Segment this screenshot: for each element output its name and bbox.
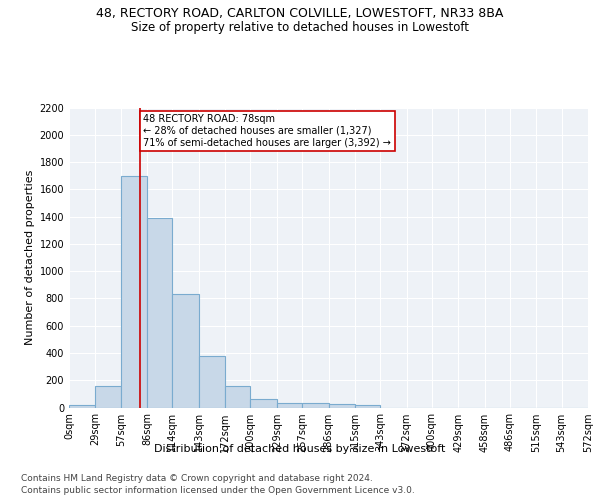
Bar	[147, 218, 172, 408]
Bar	[69, 406, 95, 407]
Bar	[172, 294, 199, 408]
Text: Size of property relative to detached houses in Lowestoft: Size of property relative to detached ho…	[131, 21, 469, 34]
Bar	[302, 404, 329, 407]
Bar	[121, 176, 147, 408]
Y-axis label: Number of detached properties: Number of detached properties	[25, 170, 35, 345]
Text: 48 RECTORY ROAD: 78sqm
← 28% of detached houses are smaller (1,327)
71% of semi-: 48 RECTORY ROAD: 78sqm ← 28% of detached…	[143, 114, 391, 148]
Text: Contains public sector information licensed under the Open Government Licence v3: Contains public sector information licen…	[21, 486, 415, 495]
Text: 48, RECTORY ROAD, CARLTON COLVILLE, LOWESTOFT, NR33 8BA: 48, RECTORY ROAD, CARLTON COLVILLE, LOWE…	[97, 8, 503, 20]
Text: Contains HM Land Registry data © Crown copyright and database right 2024.: Contains HM Land Registry data © Crown c…	[21, 474, 373, 483]
Bar	[329, 404, 355, 407]
Bar	[225, 386, 250, 407]
Bar	[250, 398, 277, 407]
Bar	[199, 356, 225, 408]
Bar	[355, 406, 380, 407]
Bar	[277, 402, 302, 407]
Text: Distribution of detached houses by size in Lowestoft: Distribution of detached houses by size …	[154, 444, 446, 454]
Bar	[95, 386, 121, 407]
